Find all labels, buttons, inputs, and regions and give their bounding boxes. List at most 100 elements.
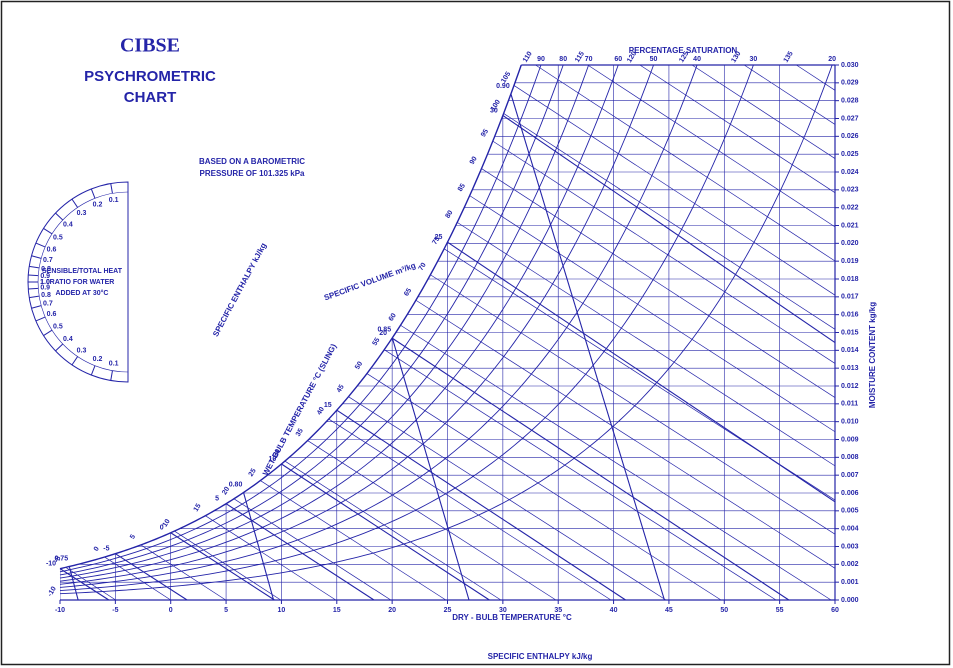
protractor-tick-label: 0.4 <box>63 222 73 229</box>
protractor-tick-label: 0.2 <box>93 202 103 209</box>
protractor-tick-label: 0.4 <box>63 336 73 343</box>
protractor-tick <box>31 255 42 259</box>
volume-line <box>243 492 275 601</box>
y-tick-label: 0.028 <box>841 98 859 105</box>
saturation-tick-label: 70 <box>585 56 593 63</box>
enthalpy-tick-label: 0 <box>93 546 101 553</box>
protractor-tick-label: 0.3 <box>77 348 87 355</box>
y-axis-label: MOISTURE CONTENT kg/kg <box>868 302 877 408</box>
wet-bulb-tick-label: 20 <box>379 330 387 337</box>
x-tick-label: 15 <box>333 607 341 614</box>
volume-tick-label: 0.85 <box>377 327 391 334</box>
wet-bulb-line <box>59 568 110 601</box>
enthalpy-line <box>457 222 836 467</box>
enthalpy-line <box>366 373 722 601</box>
enthalpy-line <box>205 515 336 601</box>
y-tick-label: 0.023 <box>841 187 859 194</box>
note: BASED ON A BAROMETRIC <box>199 157 305 166</box>
protractor-tick-label: 0.9 <box>40 273 50 280</box>
y-tick-label: 0.005 <box>841 508 859 515</box>
protractor-tick <box>43 329 53 336</box>
chart-subtitle: CHART <box>124 89 177 106</box>
y-tick-label: 0.017 <box>841 294 859 301</box>
enthalpy-line <box>469 195 836 433</box>
y-tick-label: 0.000 <box>841 597 859 604</box>
protractor-tick-label: 0.2 <box>93 356 103 363</box>
x-tick-label: 40 <box>610 607 618 614</box>
pressure-unit: kPa <box>290 169 305 178</box>
enthalpy-tick-label: 40 <box>316 406 326 416</box>
saturation-line <box>59 64 619 582</box>
x-tick-label: 60 <box>831 607 839 614</box>
x-tick-label: 5 <box>224 607 228 614</box>
wet-bulb-line <box>170 532 275 601</box>
y-tick-label: 0.010 <box>841 419 859 426</box>
enthalpy-tick-label: 85 <box>457 183 467 193</box>
protractor-tick <box>31 305 42 309</box>
y-tick-label: 0.016 <box>841 312 859 319</box>
protractor-tick-label: 0.7 <box>43 257 53 264</box>
saturation-line <box>59 64 754 592</box>
enthalpy-line <box>744 64 836 125</box>
protractor-tick <box>110 370 113 381</box>
wet-bulb-tick-label: 0 <box>160 525 164 532</box>
enthalpy-line <box>639 64 836 194</box>
y-tick-label: 0.007 <box>841 472 859 479</box>
wet-bulb-tick-label: 5 <box>215 496 219 503</box>
enthalpy-tick-label: 15 <box>193 503 203 513</box>
y-tick-label: 0.027 <box>841 115 859 122</box>
enthalpy-label: SPECIFIC ENTHALPY kJ/kg <box>488 652 593 661</box>
enthalpy-tick-label: 5 <box>129 534 137 541</box>
enthalpy-line <box>503 113 836 330</box>
y-tick-label: 0.021 <box>841 222 859 229</box>
y-tick-label: 0.011 <box>841 401 858 408</box>
y-tick-label: 0.008 <box>841 454 859 461</box>
protractor-tick-label: 0.5 <box>53 234 63 241</box>
protractor-tick <box>28 287 39 290</box>
chart-subtitle: PSYCHROMETRIC <box>84 68 216 85</box>
saturation-line <box>59 64 590 579</box>
protractor-tick <box>35 316 46 322</box>
enthalpy-line <box>535 64 836 262</box>
saturation-line <box>59 64 654 585</box>
enthalpy-tick-label: 80 <box>444 209 454 219</box>
enthalpy-line <box>587 64 836 228</box>
volume-tick-label: 0.75 <box>54 555 68 562</box>
enthalpy-tick-label: 90 <box>469 155 479 165</box>
volume-line <box>68 566 79 601</box>
y-tick-label: 0.025 <box>841 151 859 158</box>
enthalpy-tick-label: 25 <box>248 467 258 477</box>
wet-bulb-tick-label: 10 <box>269 456 277 463</box>
protractor-tick <box>43 228 53 235</box>
enthalpy-tick-label: 45 <box>336 384 346 394</box>
saturation-label: PERCENTAGE SATURATION <box>629 46 738 55</box>
protractor <box>27 181 129 383</box>
wet-bulb-line <box>502 114 836 344</box>
protractor-tick <box>35 242 46 248</box>
protractor-tick <box>71 356 79 366</box>
enthalpy-line <box>233 498 392 601</box>
protractor-tick-label: 1.0 <box>40 279 50 286</box>
y-tick-label: 0.015 <box>841 329 859 336</box>
saturation-line <box>59 64 542 573</box>
enthalpy-line <box>384 349 777 601</box>
wet-bulb-line <box>447 241 836 503</box>
y-tick-label: 0.014 <box>841 347 859 354</box>
volume-tick-label: 0.80 <box>229 481 243 488</box>
saturation-line <box>59 64 698 588</box>
y-tick-label: 0.018 <box>841 276 859 283</box>
enthalpy-line <box>796 64 836 91</box>
enthalpy-tick-label: 115 <box>574 50 586 63</box>
enthalpy-tick-label: 10 <box>162 518 172 528</box>
x-tick-label: -5 <box>112 607 118 614</box>
y-tick-label: 0.002 <box>841 561 859 568</box>
protractor-tick-label: 0.1 <box>109 197 119 204</box>
protractor-tick <box>55 343 64 352</box>
enthalpy-line <box>481 168 836 398</box>
wet-bulb-tick-label: 30 <box>490 107 498 114</box>
x-tick-label: -10 <box>55 607 65 614</box>
enthalpy-line <box>284 460 502 601</box>
y-tick-label: 0.029 <box>841 80 859 87</box>
y-tick-label: 0.024 <box>841 169 859 176</box>
x-tick-label: 50 <box>720 607 728 614</box>
